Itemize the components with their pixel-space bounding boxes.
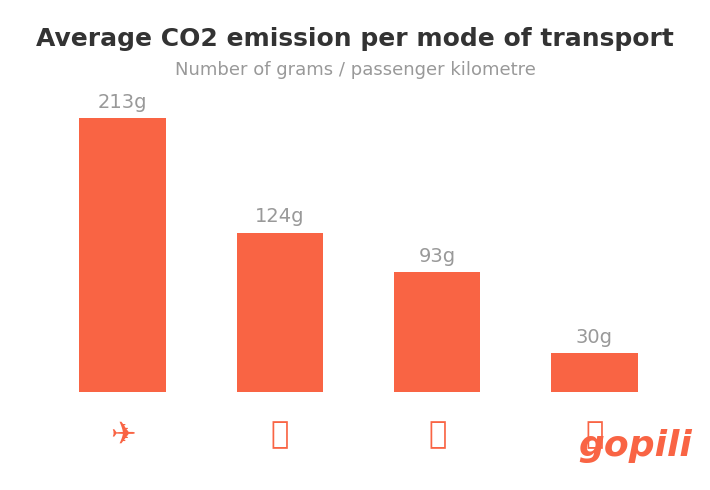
Bar — [394, 272, 481, 392]
Text: gopili: gopili — [579, 429, 692, 463]
Text: 🚌: 🚌 — [428, 420, 447, 449]
Text: ✈: ✈ — [110, 420, 136, 449]
Text: 🚗: 🚗 — [271, 420, 289, 449]
Bar — [551, 353, 638, 392]
Bar — [80, 118, 166, 392]
Text: 🚊: 🚊 — [585, 420, 604, 449]
Bar — [236, 233, 323, 392]
Text: Average CO2 emission per mode of transport: Average CO2 emission per mode of transpo… — [36, 27, 674, 51]
Text: 93g: 93g — [419, 247, 456, 266]
Text: Number of grams / passenger kilometre: Number of grams / passenger kilometre — [175, 61, 535, 79]
Text: 213g: 213g — [98, 93, 148, 112]
Text: 124g: 124g — [255, 207, 305, 226]
Text: 30g: 30g — [576, 328, 613, 347]
